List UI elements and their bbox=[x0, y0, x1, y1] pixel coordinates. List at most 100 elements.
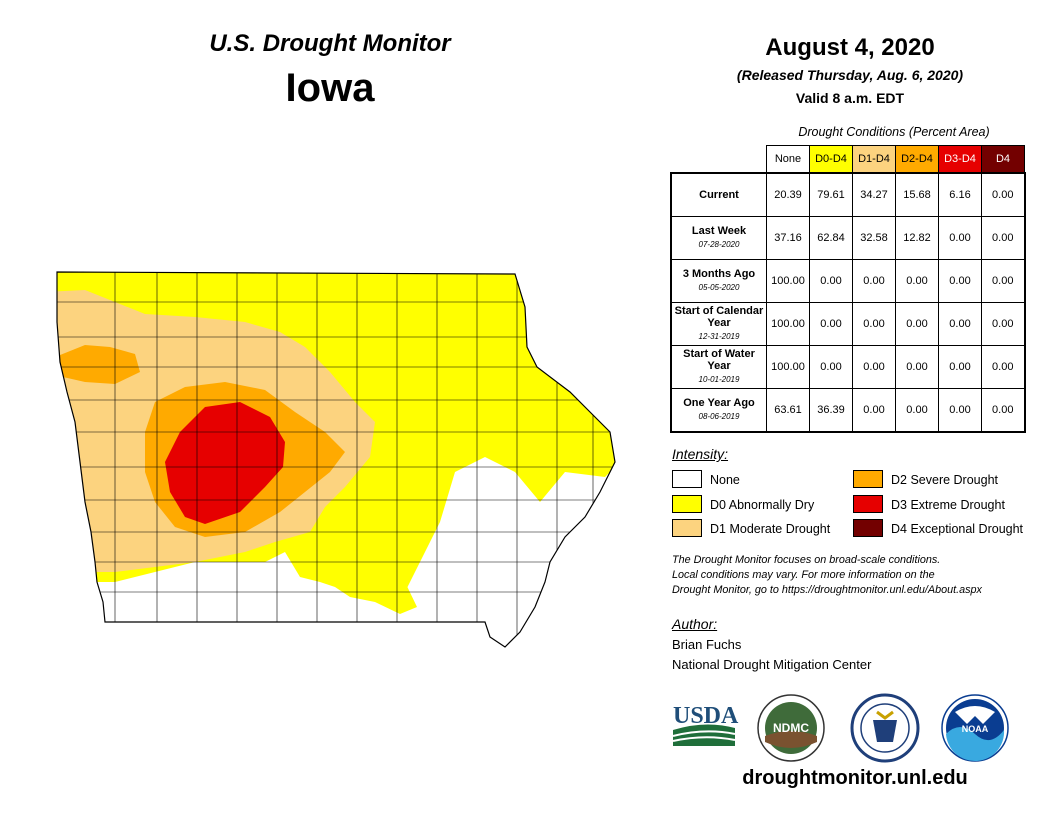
table-cell: 0.00 bbox=[981, 302, 1026, 346]
map-date: August 4, 2020 bbox=[765, 34, 935, 61]
table-cell: 0.00 bbox=[895, 302, 939, 346]
col-header-d0-d4: D0-D4 bbox=[809, 145, 853, 174]
release-date: (Released Thursday, Aug. 6, 2020) bbox=[736, 67, 964, 83]
table-cell: 12.82 bbox=[895, 216, 939, 260]
county-boundaries bbox=[57, 272, 615, 647]
table-cell: 0.00 bbox=[895, 345, 939, 389]
table-row: Start of Calendar Year 12-31-2019 100.00 … bbox=[670, 302, 1026, 346]
table-caption: Drought Conditions (Percent Area) bbox=[798, 125, 990, 139]
table-cell: 0.00 bbox=[938, 388, 982, 433]
table-cell: 0.00 bbox=[895, 259, 939, 303]
table-cell: 6.16 bbox=[938, 172, 982, 217]
row-label: Start of Water Year 10-01-2019 bbox=[670, 345, 767, 389]
row-date: 05-05-2020 bbox=[698, 283, 740, 292]
legend-swatch bbox=[672, 470, 702, 488]
department-of-commerce-seal-icon bbox=[850, 693, 920, 763]
state-outline bbox=[56, 271, 616, 648]
table-header-row: None D0-D4 D1-D4 D2-D4 D3-D4 D4 bbox=[671, 145, 1025, 174]
d0-area-south bbox=[285, 552, 417, 614]
table-cell: 0.00 bbox=[981, 388, 1026, 433]
table-cell: 0.00 bbox=[809, 259, 853, 303]
legend-label: D0 Abnormally Dry bbox=[710, 498, 815, 512]
usda-logo: USDA bbox=[672, 703, 739, 746]
table-cell: 0.00 bbox=[809, 302, 853, 346]
ndmc-logo: NDMC bbox=[757, 694, 825, 762]
website-link[interactable]: droughtmonitor.unl.edu bbox=[742, 767, 968, 789]
table-cell: 20.39 bbox=[766, 172, 810, 217]
legend-label: D2 Severe Drought bbox=[891, 473, 999, 487]
row-label: One Year Ago 08-06-2019 bbox=[670, 388, 767, 433]
table-cell: 100.00 bbox=[766, 259, 810, 303]
iowa-drought-map bbox=[56, 271, 616, 648]
table-row: Start of Water Year 10-01-2019 100.00 0.0… bbox=[670, 345, 1026, 389]
legend-swatch bbox=[672, 519, 702, 537]
d3-area bbox=[165, 402, 285, 524]
disclaimer-note: The Drought Monitor focuses on broad-sca… bbox=[672, 553, 1042, 598]
table-cell: 34.27 bbox=[852, 172, 896, 217]
legend-swatch bbox=[672, 495, 702, 513]
map-title: U.S. Drought Monitor bbox=[209, 30, 451, 57]
table-cell: 0.00 bbox=[981, 259, 1026, 303]
table-cell: 0.00 bbox=[852, 259, 896, 303]
table-cell: 0.00 bbox=[938, 345, 982, 389]
row-label: Current bbox=[670, 172, 767, 217]
col-header-none: None bbox=[766, 145, 810, 174]
row-date: 10-01-2019 bbox=[698, 375, 740, 384]
table-cell: 15.68 bbox=[895, 172, 939, 217]
row-label: Last Week 07-28-2020 bbox=[670, 216, 767, 260]
note-line: Local conditions may vary. For more info… bbox=[672, 569, 935, 581]
state-title: Iowa bbox=[285, 66, 375, 110]
table-cell: 63.61 bbox=[766, 388, 810, 433]
svg-text:NDMC: NDMC bbox=[773, 721, 809, 735]
legend-label: None bbox=[710, 473, 740, 487]
note-line: The Drought Monitor focuses on broad-sca… bbox=[672, 554, 941, 566]
row-date: 07-28-2020 bbox=[698, 240, 740, 249]
legend-swatch bbox=[853, 519, 883, 537]
drought-conditions-table: None D0-D4 D1-D4 D2-D4 D3-D4 D4 Current … bbox=[670, 145, 1026, 433]
table-cell: 0.00 bbox=[809, 345, 853, 389]
table-cell: 0.00 bbox=[981, 216, 1026, 260]
col-header-d4: D4 bbox=[981, 145, 1025, 174]
table-cell: 100.00 bbox=[766, 302, 810, 346]
table-cell: 0.00 bbox=[938, 259, 982, 303]
author-name: Brian Fuchs bbox=[672, 637, 742, 652]
table-cell: 0.00 bbox=[981, 172, 1026, 217]
table-cell: 0.00 bbox=[981, 345, 1026, 389]
legend-swatch bbox=[853, 470, 883, 488]
table-cell: 0.00 bbox=[852, 302, 896, 346]
d2-area bbox=[57, 345, 140, 384]
table-cell: 0.00 bbox=[852, 388, 896, 433]
col-header-d1-d4: D1-D4 bbox=[852, 145, 896, 174]
agency-logos: USDA NDMC NOAA bbox=[672, 693, 1009, 763]
svg-text:NOAA: NOAA bbox=[962, 724, 989, 734]
table-row: Last Week 07-28-2020 37.16 62.84 32.58 12… bbox=[670, 216, 1026, 260]
table-cell: 0.00 bbox=[852, 345, 896, 389]
table-cell: 37.16 bbox=[766, 216, 810, 260]
col-header-d3-d4: D3-D4 bbox=[938, 145, 982, 174]
legend-swatch bbox=[853, 495, 883, 513]
table-cell: 36.39 bbox=[809, 388, 853, 433]
table-row: Current 20.39 79.61 34.27 15.68 6.16 0.0… bbox=[670, 172, 1026, 217]
noaa-logo: NOAA bbox=[941, 694, 1009, 762]
valid-time: Valid 8 a.m. EDT bbox=[795, 90, 905, 106]
table-cell: 62.84 bbox=[809, 216, 853, 260]
table-corner bbox=[671, 146, 767, 174]
row-label: Start of Calendar Year 12-31-2019 bbox=[670, 302, 767, 346]
table-cell: 0.00 bbox=[938, 302, 982, 346]
table-cell: 100.00 bbox=[766, 345, 810, 389]
legend-label: D1 Moderate Drought bbox=[710, 522, 831, 536]
table-cell: 0.00 bbox=[895, 388, 939, 433]
table-row: One Year Ago 08-06-2019 63.61 36.39 0.00 … bbox=[670, 388, 1026, 433]
author-org: National Drought Mitigation Center bbox=[672, 657, 872, 672]
legend-label: D3 Extreme Drought bbox=[891, 498, 1005, 512]
table-cell: 0.00 bbox=[938, 216, 982, 260]
table-cell: 79.61 bbox=[809, 172, 853, 217]
table-row: 3 Months Ago 05-05-2020 100.00 0.00 0.00 … bbox=[670, 259, 1026, 303]
legend-label: D4 Exceptional Drought bbox=[891, 522, 1024, 536]
note-line: Drought Monitor, go to https://droughtmo… bbox=[672, 584, 982, 596]
row-label: 3 Months Ago 05-05-2020 bbox=[670, 259, 767, 303]
legend-title: Intensity: bbox=[672, 446, 729, 462]
table-cell: 32.58 bbox=[852, 216, 896, 260]
author-heading: Author: bbox=[672, 616, 718, 632]
col-header-d2-d4: D2-D4 bbox=[895, 145, 939, 174]
